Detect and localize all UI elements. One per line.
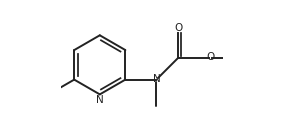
Text: N: N (153, 74, 161, 84)
Text: O: O (206, 52, 215, 62)
Text: O: O (174, 23, 182, 33)
Text: N: N (96, 95, 104, 105)
